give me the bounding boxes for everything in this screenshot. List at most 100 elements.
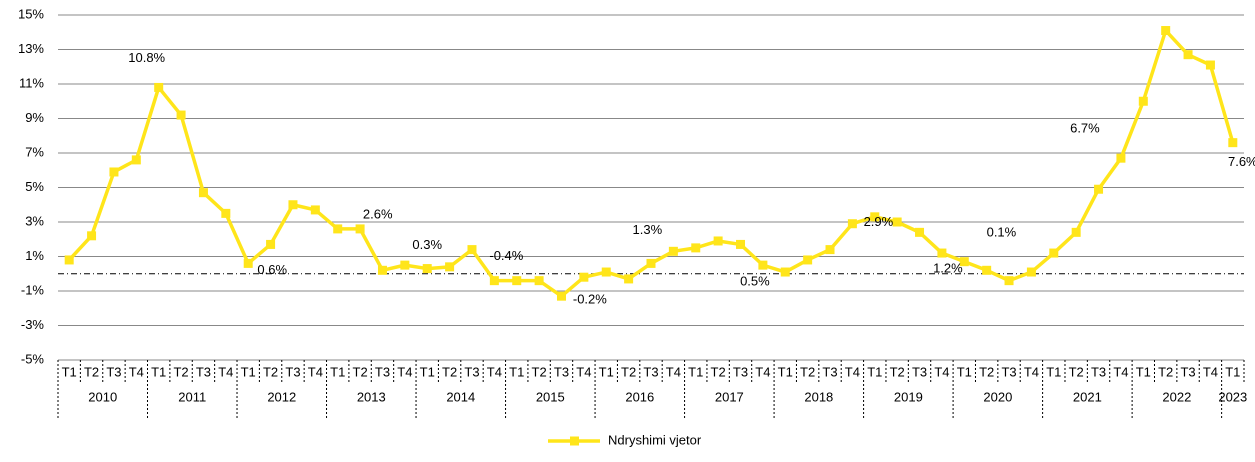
x-tick-label: T3 (912, 364, 927, 379)
point-marker (1205, 60, 1215, 70)
point-marker (109, 167, 119, 177)
point-marker (825, 245, 835, 255)
point-marker (87, 231, 97, 241)
x-tick-label: T1 (778, 364, 793, 379)
point-marker (333, 224, 343, 234)
x-tick-label: T3 (464, 364, 479, 379)
point-marker (870, 212, 880, 222)
point-marker (221, 208, 231, 218)
point-marker (534, 276, 544, 286)
x-tick-label: T2 (890, 364, 905, 379)
x-tick-label: T4 (129, 364, 144, 379)
x-tick-label: T3 (196, 364, 211, 379)
x-group-label: 2011 (178, 389, 206, 404)
x-tick-label: T3 (1091, 364, 1106, 379)
point-marker (310, 205, 320, 215)
point-marker (355, 224, 365, 234)
point-marker (892, 217, 902, 227)
x-tick-label: T2 (84, 364, 99, 379)
x-group-label: 2017 (715, 389, 744, 404)
x-tick-label: T2 (1069, 364, 1084, 379)
data-label: 0.5% (740, 274, 770, 289)
x-tick-label: T1 (151, 364, 166, 379)
x-group-label: 2014 (446, 389, 475, 404)
point-marker (1116, 153, 1126, 163)
point-marker (691, 243, 701, 253)
x-tick-label: T3 (285, 364, 300, 379)
point-marker (288, 200, 298, 210)
point-marker (1138, 96, 1148, 106)
x-tick-label: T3 (554, 364, 569, 379)
data-label: 0.1% (987, 224, 1017, 239)
x-tick-label: T1 (509, 364, 524, 379)
data-label: -0.2% (573, 292, 607, 307)
y-tick-label: -5% (21, 351, 45, 366)
data-label: 1.3% (633, 222, 663, 237)
data-label: 0.6% (257, 262, 287, 277)
y-tick-label: -3% (21, 317, 45, 332)
point-marker (1071, 227, 1081, 237)
x-tick-label: T4 (397, 364, 412, 379)
x-tick-label: T2 (353, 364, 368, 379)
point-marker (1183, 50, 1193, 60)
point-marker (713, 236, 723, 246)
point-marker (780, 267, 790, 277)
point-marker (198, 188, 208, 198)
point-marker (1004, 276, 1014, 286)
point-marker (377, 265, 387, 275)
x-tick-label: T2 (621, 364, 636, 379)
x-group-label: 2018 (804, 389, 833, 404)
x-tick-label: T1 (241, 364, 256, 379)
x-tick-label: T1 (1225, 364, 1240, 379)
point-marker (445, 262, 455, 272)
point-marker (579, 272, 589, 282)
x-tick-label: T1 (599, 364, 614, 379)
x-tick-label: T2 (263, 364, 278, 379)
x-group-label: 2016 (625, 389, 654, 404)
point-marker (758, 260, 768, 270)
point-marker (400, 260, 410, 270)
x-tick-label: T3 (375, 364, 390, 379)
data-label: 10.8% (128, 50, 165, 65)
point-marker (601, 267, 611, 277)
x-tick-label: T1 (867, 364, 882, 379)
x-tick-label: T3 (643, 364, 658, 379)
x-tick-label: T1 (1136, 364, 1151, 379)
x-group-label: 2012 (267, 389, 296, 404)
x-tick-label: T4 (308, 364, 323, 379)
x-group-label: 2022 (1162, 389, 1191, 404)
x-tick-label: T2 (173, 364, 188, 379)
y-tick-label: 13% (18, 41, 44, 56)
x-tick-label: T2 (532, 364, 547, 379)
x-tick-label: T2 (442, 364, 457, 379)
data-label: 6.7% (1070, 121, 1100, 136)
x-tick-label: T4 (218, 364, 233, 379)
data-label: 7.6% (1228, 154, 1255, 169)
x-group-label: 2019 (894, 389, 923, 404)
x-group-label: 2021 (1073, 389, 1102, 404)
data-label: 1.2% (933, 260, 963, 275)
point-marker (1228, 138, 1238, 148)
x-tick-label: T1 (957, 364, 972, 379)
point-marker (176, 110, 186, 120)
x-group-label: 2010 (88, 389, 117, 404)
x-tick-label: T4 (576, 364, 591, 379)
point-marker (646, 258, 656, 268)
x-tick-label: T1 (420, 364, 435, 379)
point-marker (556, 291, 566, 301)
point-marker (489, 276, 499, 286)
point-marker (154, 82, 164, 92)
x-tick-label: T4 (934, 364, 949, 379)
x-tick-label: T3 (106, 364, 121, 379)
x-tick-label: T3 (1180, 364, 1195, 379)
x-tick-label: T4 (755, 364, 770, 379)
point-marker (847, 219, 857, 229)
x-tick-label: T3 (733, 364, 748, 379)
point-marker (266, 239, 276, 249)
y-tick-label: 9% (25, 110, 44, 125)
point-marker (422, 264, 432, 274)
x-tick-label: T4 (845, 364, 860, 379)
point-marker (915, 227, 925, 237)
point-marker (982, 265, 992, 275)
